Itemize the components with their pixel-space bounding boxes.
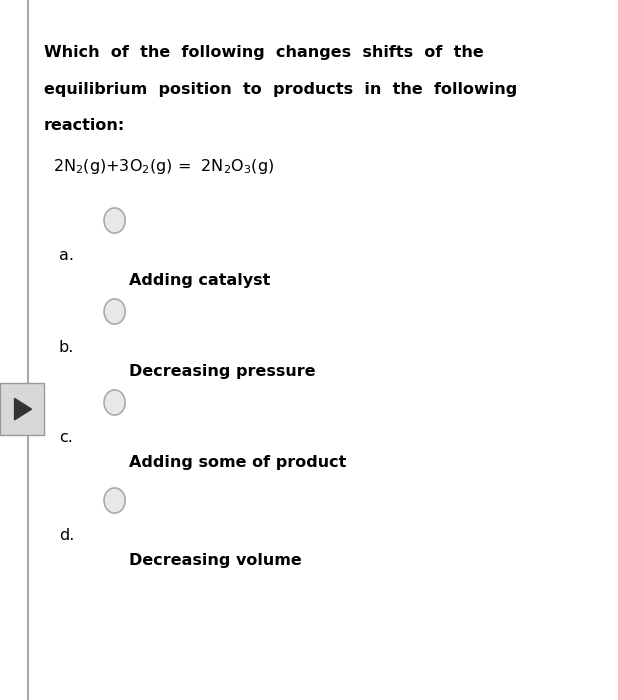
Circle shape	[104, 208, 125, 233]
Text: Which  of  the  following  changes  shifts  of  the: Which of the following changes shifts of…	[44, 46, 484, 60]
Polygon shape	[15, 398, 32, 420]
Text: a.: a.	[59, 248, 74, 263]
Circle shape	[104, 390, 125, 415]
Text: 2N$_2$(g)+3O$_2$(g) =  2N$_2$O$_3$(g): 2N$_2$(g)+3O$_2$(g) = 2N$_2$O$_3$(g)	[53, 158, 274, 176]
Circle shape	[104, 299, 125, 324]
Text: b.: b.	[59, 340, 74, 354]
Text: reaction:: reaction:	[44, 118, 125, 133]
Text: d.: d.	[59, 528, 74, 543]
Circle shape	[104, 488, 125, 513]
Text: Adding some of product: Adding some of product	[129, 455, 347, 470]
Text: Decreasing volume: Decreasing volume	[129, 553, 302, 568]
Text: equilibrium  position  to  products  in  the  following: equilibrium position to products in the …	[44, 82, 517, 97]
Text: Adding catalyst: Adding catalyst	[129, 273, 271, 288]
Text: Decreasing pressure: Decreasing pressure	[129, 364, 316, 379]
Text: c.: c.	[59, 430, 73, 445]
FancyBboxPatch shape	[0, 383, 44, 435]
